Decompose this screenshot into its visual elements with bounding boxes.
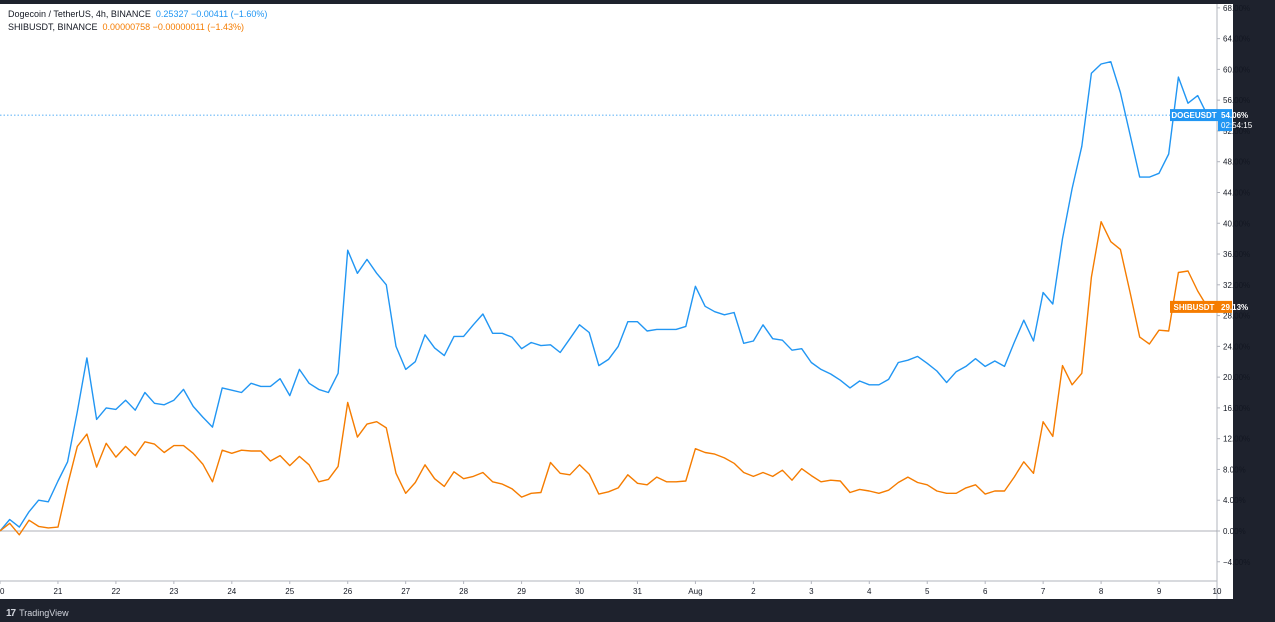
series-value-box-dogeusdt <box>1218 109 1232 132</box>
x-tick-label: 28 <box>459 587 468 596</box>
legend-doge-values: 0.25327 −0.00411 (−1.60%) <box>155 9 268 19</box>
y-tick-label: 32.00% <box>1223 281 1250 290</box>
x-tick-label: Aug <box>688 587 702 596</box>
x-tick-label: 29 <box>517 587 526 596</box>
plot-area <box>0 4 1217 581</box>
y-tick-label: 28.00% <box>1223 312 1250 321</box>
x-tick-label: 4 <box>867 587 872 596</box>
legend-doge[interactable]: Dogecoin / TetherUS, 4h, BINANCE 0.25327… <box>8 8 267 21</box>
y-tick-label: 12.00% <box>1223 435 1250 444</box>
y-tick-label: 8.00% <box>1223 465 1246 474</box>
y-tick-label: 48.00% <box>1223 158 1250 167</box>
x-tick-label: 8 <box>1099 587 1104 596</box>
y-tick-label: 64.00% <box>1223 35 1250 44</box>
series-name-label-dogeusdt: DOGEUSDT <box>1171 111 1216 120</box>
x-tick-label: 9 <box>1157 587 1162 596</box>
y-tick-label: 20.00% <box>1223 373 1250 382</box>
x-tick-label: 3 <box>809 587 814 596</box>
legend-shib-values: 0.00000758 −0.00000011 (−1.43%) <box>102 22 245 32</box>
x-tick-label: 24 <box>227 587 236 596</box>
y-tick-label: 16.00% <box>1223 404 1250 413</box>
x-tick-label: 26 <box>343 587 352 596</box>
y-tick-label: 36.00% <box>1223 250 1250 259</box>
series-name-label-shibusdt: SHIBUSDT <box>1174 303 1215 312</box>
y-tick-label: 68.00% <box>1223 4 1250 13</box>
y-tick-label: 24.00% <box>1223 342 1250 351</box>
legend-shib[interactable]: SHIBUSDT, BINANCE 0.00000758 −0.00000011… <box>8 21 267 34</box>
y-tick-label: 60.00% <box>1223 65 1250 74</box>
x-tick-label: 7 <box>1041 587 1046 596</box>
brand[interactable]: 17 TradingView <box>6 606 69 620</box>
x-tick-label: 5 <box>925 587 930 596</box>
time-axis-area <box>0 581 1233 599</box>
y-tick-label: −4.00% <box>1223 558 1250 567</box>
x-tick-label: 22 <box>111 587 120 596</box>
y-tick-label: 44.00% <box>1223 188 1250 197</box>
brand-name: TradingView <box>19 608 69 618</box>
series-value-label-shibusdt: 29.13% <box>1221 303 1248 312</box>
chart-legend: Dogecoin / TetherUS, 4h, BINANCE 0.25327… <box>8 8 267 34</box>
series-layer <box>0 61 1217 536</box>
y-tick-label: 4.00% <box>1223 496 1246 505</box>
y-tick-label: 52.00% <box>1223 127 1250 136</box>
x-tick-label: 21 <box>53 587 62 596</box>
legend-doge-symbol: Dogecoin / TetherUS, 4h, BINANCE <box>8 9 151 19</box>
x-tick-label: 31 <box>633 587 642 596</box>
x-tick-label: 6 <box>983 587 988 596</box>
series-value-label-dogeusdt: 54.06% <box>1221 111 1248 120</box>
x-tick-label: 30 <box>575 587 584 596</box>
series-countdown-dogeusdt: 02:54:15 <box>1221 121 1253 130</box>
legend-shib-symbol: SHIBUSDT, BINANCE <box>8 22 98 32</box>
tradingview-logo-icon: 17 <box>6 607 16 619</box>
series-line-dogeusdt <box>0 61 1208 532</box>
series-name-box-dogeusdt <box>1170 109 1218 122</box>
x-tick-label: 2 <box>751 587 756 596</box>
x-tick-label: 23 <box>169 587 178 596</box>
y-tick-label: 56.00% <box>1223 96 1250 105</box>
x-tick-label: 20 <box>0 587 5 596</box>
y-tick-label: 40.00% <box>1223 219 1250 228</box>
series-name-box-shibusdt <box>1170 300 1218 313</box>
x-tick-label: 27 <box>401 587 410 596</box>
x-tick-label: 25 <box>285 587 294 596</box>
x-tick-label: 10 <box>1213 587 1222 596</box>
series-line-shibusdt <box>0 221 1208 536</box>
price-axis-area <box>1217 4 1233 581</box>
y-tick-label: 0.00% <box>1223 527 1246 536</box>
series-value-box-shibusdt <box>1218 300 1232 313</box>
